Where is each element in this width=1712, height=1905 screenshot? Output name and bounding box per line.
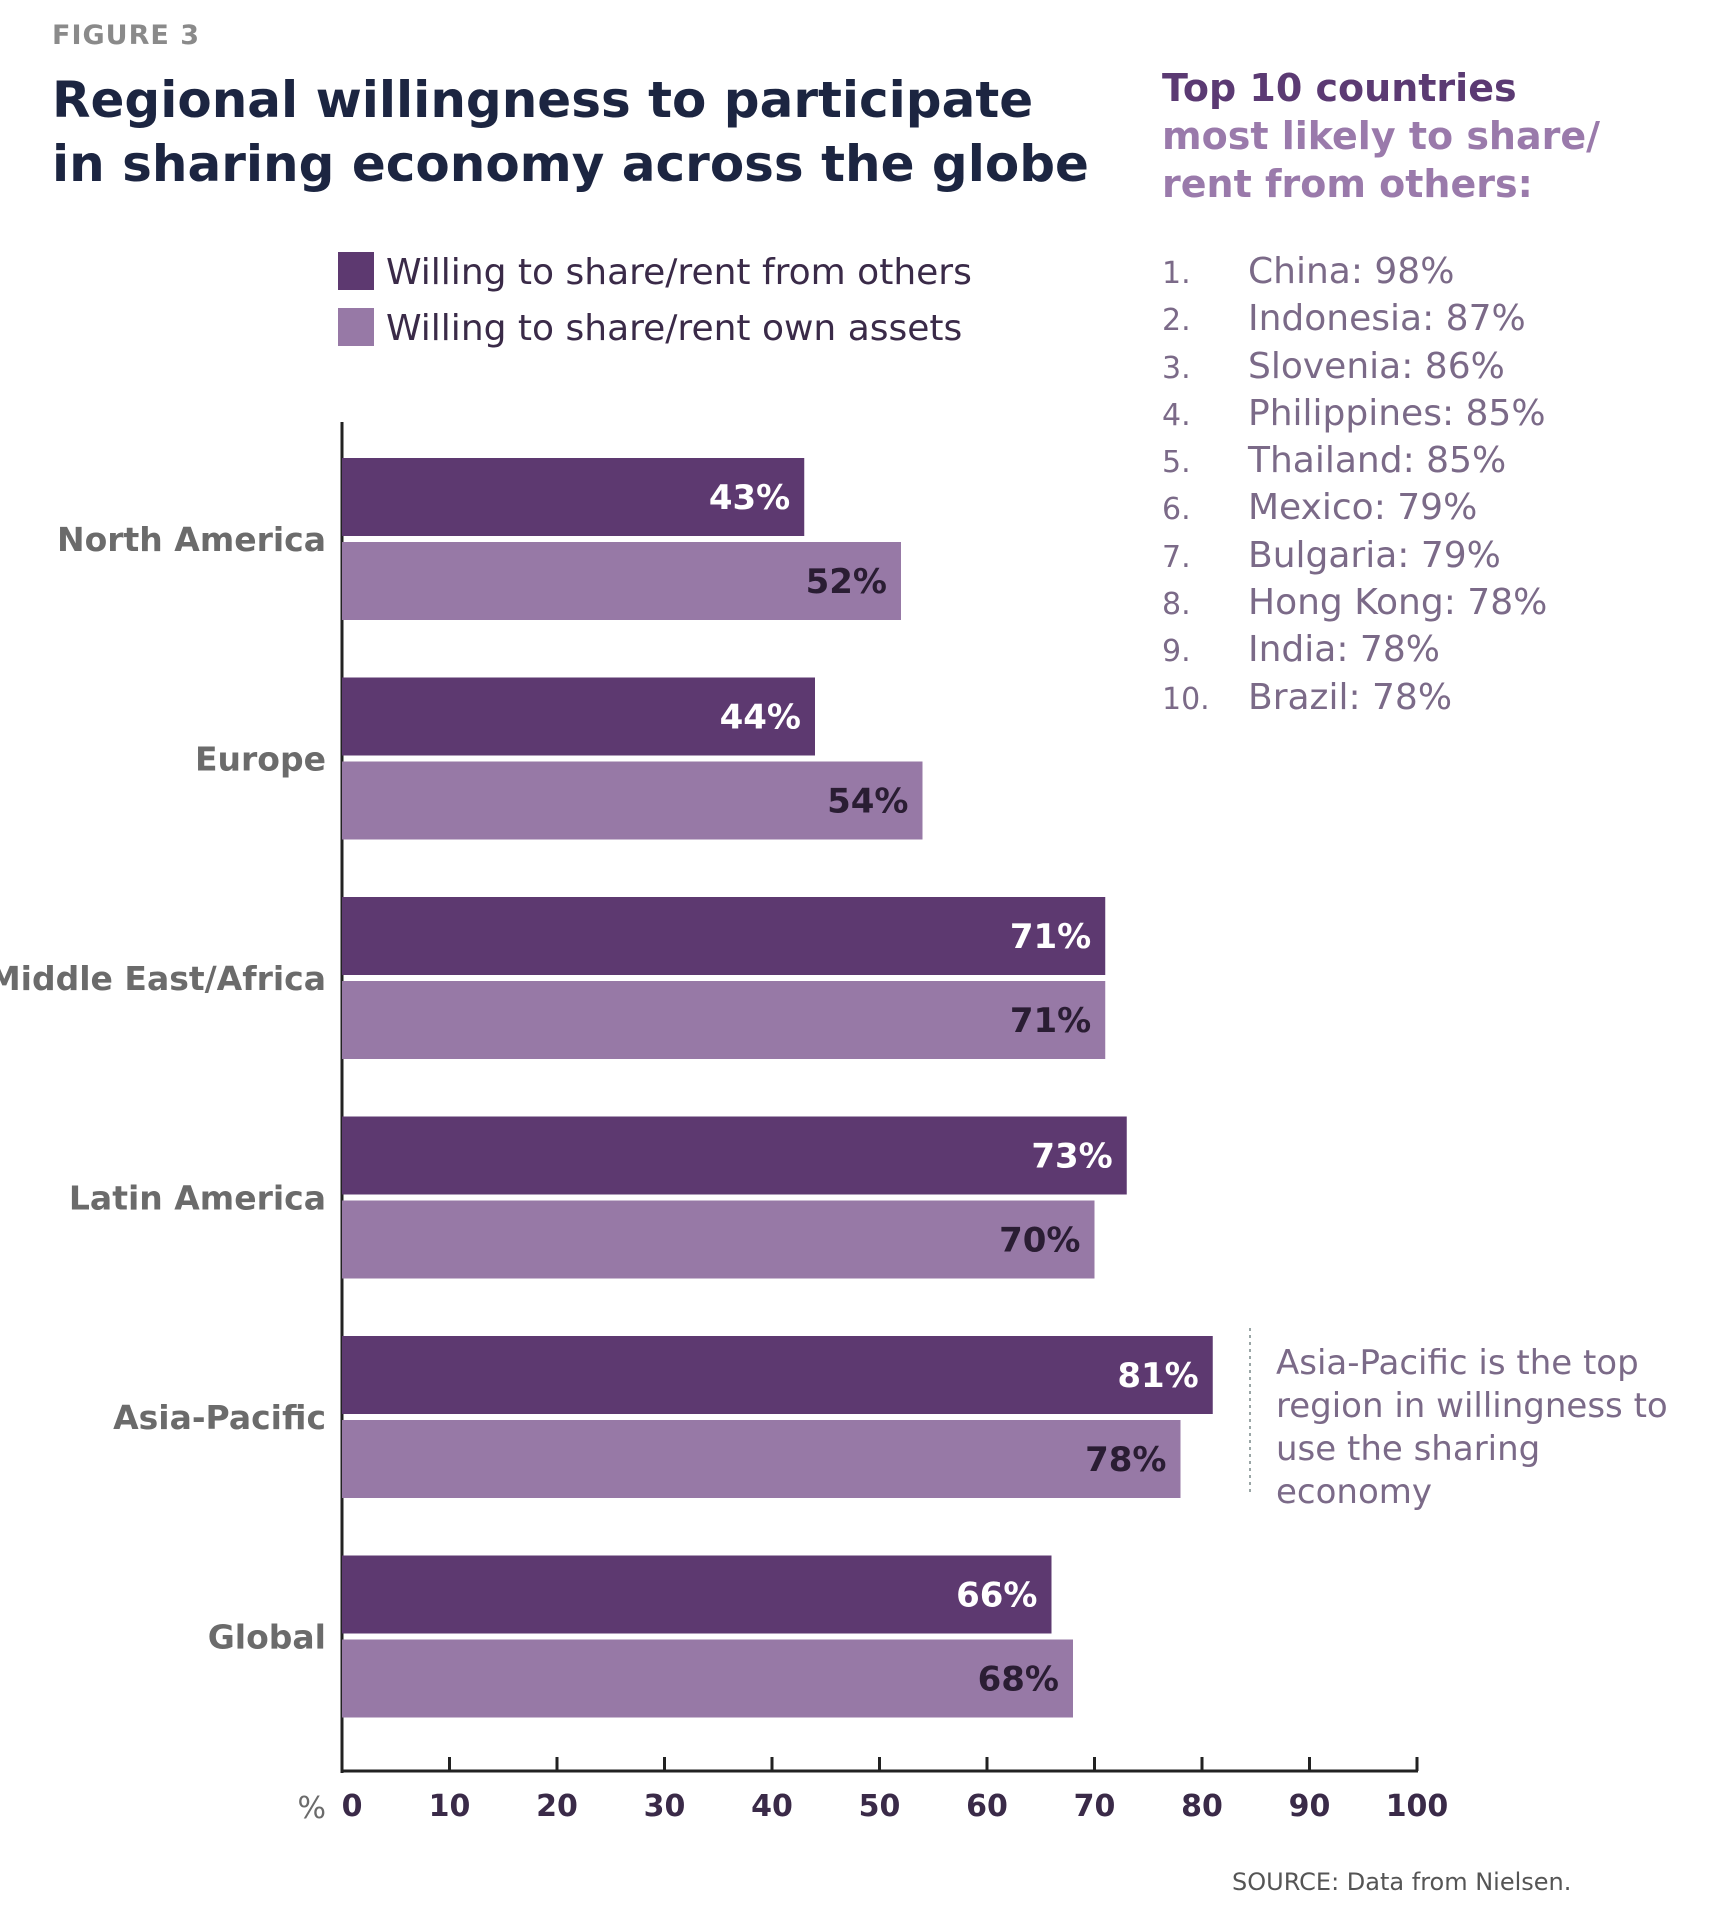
category-label: Latin America (69, 1179, 326, 1218)
top10-heading-light: most likely to share/ rent from others: (1162, 114, 1601, 206)
data-label: 52% (806, 562, 887, 602)
top10-heading-dark: Top 10 countries (1162, 66, 1517, 110)
top10-text: India: 78% (1248, 629, 1440, 671)
x-tick-label: 50 (859, 1789, 901, 1824)
top10-rank: 8. (1162, 587, 1191, 623)
top10-rank: 6. (1162, 492, 1191, 528)
bar (342, 1555, 1052, 1634)
top10-item: 8. Hong Kong: 78% (1162, 579, 1547, 626)
callout-annotation: Asia-Pacific is the top region in willin… (1276, 1343, 1668, 1512)
top10-text: Brazil: 78% (1248, 676, 1453, 718)
top10-heading: Top 10 countries most likely to share/ r… (1162, 64, 1682, 208)
legend-swatch-own-assets (338, 308, 374, 346)
top10-rank: 10. (1162, 681, 1210, 717)
x-tick-label: 30 (644, 1789, 686, 1824)
top10-item: 3. Slovenia: 86% (1162, 343, 1547, 390)
bar (342, 981, 1106, 1059)
bar (342, 1116, 1127, 1195)
legend-swatch-from-others (338, 252, 374, 290)
top10-item: 1. China: 98% (1162, 248, 1547, 295)
data-label: 68% (978, 1660, 1059, 1700)
plot-area: 0 10 20 30 40 50 60 70 80 90 100% 43% 52% North Ameri… (0, 422, 1448, 1826)
source-note: SOURCE: Data from Nielsen. (1232, 1868, 1572, 1896)
bar (342, 542, 901, 620)
top10-text: Indonesia: 87% (1248, 298, 1526, 340)
x-tick-label: 10 (429, 1789, 471, 1824)
bar (342, 1420, 1181, 1498)
top10-rank: 1. (1162, 256, 1191, 291)
top10-rank: 5. (1162, 445, 1191, 481)
bar (342, 1639, 1073, 1718)
x-tick-label: 40 (751, 1789, 793, 1824)
data-label: 78% (1085, 1440, 1166, 1480)
top10-item: 10. Brazil: 78% (1162, 674, 1547, 721)
category-label: Asia-Pacific (113, 1398, 326, 1437)
x-tick-label: 60 (966, 1789, 1008, 1824)
top10-rank: 9. (1162, 634, 1191, 670)
top10-item: 7. Bulgaria: 79% (1162, 532, 1547, 579)
top10-text: Slovenia: 86% (1248, 345, 1505, 387)
bar (342, 1336, 1213, 1414)
data-label: 71% (1010, 1001, 1091, 1041)
top10-text: Mexico: 79% (1248, 487, 1478, 529)
top10-text: Thailand: 85% (1248, 440, 1507, 482)
data-label: 70% (999, 1221, 1080, 1261)
figure-label: FIGURE 3 (52, 20, 200, 51)
x-tick-label: 70 (1074, 1789, 1116, 1824)
data-label: 44% (720, 698, 801, 738)
top10-text: Bulgaria: 79% (1248, 534, 1501, 576)
top10-item: 9. India: 78% (1162, 626, 1547, 673)
x-tick-label: 0 (342, 1789, 363, 1824)
top10-rank: 2. (1162, 303, 1191, 339)
data-label: 73% (1031, 1137, 1112, 1177)
category-label: Middle East/Africa (0, 959, 326, 998)
top10-list: 1. China: 98% 2. Indonesia: 87% 3. Slovenia… (1162, 248, 1547, 721)
legend-label-from-others: Willing to share/rent from others (386, 252, 972, 293)
top10-item: 4. Philippines: 85% (1162, 390, 1547, 437)
bar (342, 761, 923, 840)
top10-text: China: 98% (1248, 251, 1455, 292)
top10-rank: 7. (1162, 539, 1191, 575)
bar (342, 458, 805, 536)
data-label: 81% (1117, 1356, 1198, 1396)
x-tick-label: 90 (1289, 1789, 1331, 1824)
x-tick-label: 100 (1386, 1789, 1449, 1824)
data-label: 54% (827, 782, 908, 822)
top10-text: Hong Kong: 78% (1248, 582, 1548, 624)
data-label: 43% (709, 478, 790, 518)
top10-text: Philippines: 85% (1248, 392, 1546, 434)
top10-rank: 4. (1162, 397, 1191, 433)
top10-rank: 3. (1162, 350, 1191, 386)
legend-label-own-assets: Willing to share/rent own assets (386, 308, 962, 349)
top10-item: 2. Indonesia: 87% (1162, 295, 1547, 342)
chart-title: Regional willingness to participate in s… (52, 71, 1089, 193)
category-label: North America (57, 520, 326, 559)
category-label: Global (208, 1618, 326, 1657)
legend: Willing to share/rent from others Willin… (338, 252, 972, 349)
top10-item: 6. Mexico: 79% (1162, 484, 1547, 531)
bar (342, 677, 815, 756)
bar (342, 897, 1106, 975)
x-tick-label: 80 (1181, 1789, 1223, 1824)
category-label: Europe (195, 740, 326, 779)
bar (342, 1200, 1095, 1279)
data-label: 66% (956, 1576, 1037, 1616)
x-axis-unit-label: % (297, 1791, 326, 1826)
x-tick-label: 20 (536, 1789, 578, 1824)
data-label: 71% (1010, 917, 1091, 957)
top10-item: 5. Thailand: 85% (1162, 437, 1547, 484)
